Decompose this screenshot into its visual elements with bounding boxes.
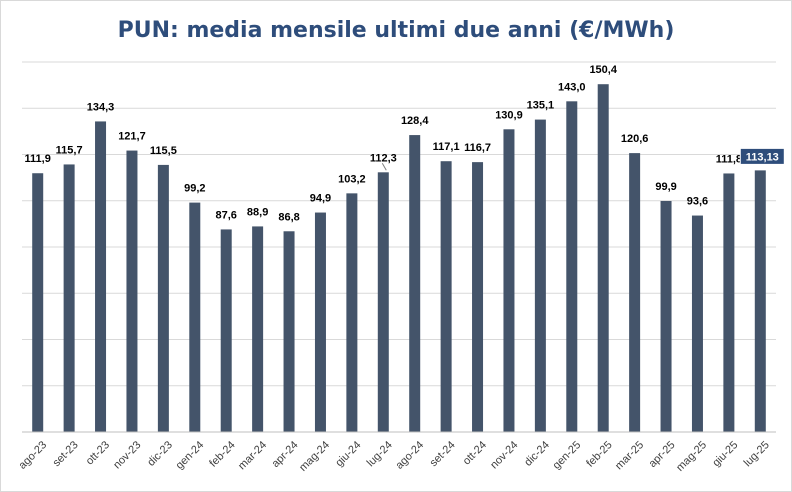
data-label: 87,6 [215,209,236,221]
data-label: 111,8 [716,153,742,165]
data-label: 150,4 [589,64,617,76]
bar [314,212,326,432]
bar [629,153,641,433]
x-tick-label: gen-24 [174,439,207,472]
data-label: 117,1 [433,141,460,153]
bar [503,129,515,432]
x-tick-label: nov-24 [488,439,520,471]
bar [409,135,421,432]
leader-line [381,163,387,171]
bar [440,161,452,433]
x-tick-label: mar-25 [613,439,646,472]
data-label: 111,9 [25,153,51,165]
bar [126,150,138,432]
bar [283,231,295,432]
bar [723,173,735,432]
data-label: 88,9 [247,206,268,218]
x-tick-label: ago-24 [394,439,427,472]
bar [566,101,578,432]
bar [346,193,358,432]
x-tick-label: lug-25 [742,439,772,469]
data-label: 94,9 [310,193,331,205]
x-tick-label: giu-24 [333,439,363,469]
data-label: 93,6 [687,196,708,208]
x-tick-label: ott-24 [461,439,489,467]
bars [32,84,766,433]
chart-title: PUN: media mensile ultimi due anni (€/MW… [117,18,675,43]
data-label: 115,7 [56,144,83,156]
data-label: 99,9 [655,181,676,193]
x-tick-label: ago-23 [17,439,50,472]
data-label: 130,9 [495,109,523,121]
data-labels: 111,9 115,7 134,3 121,7 115,5 99,2 87,6 88,9 86,… [25,64,785,223]
x-tick-label: giu-25 [710,439,740,469]
bar [472,162,484,432]
x-tick-label: mag-24 [297,439,332,474]
bar [252,226,264,432]
x-tick-label: set-23 [51,439,81,469]
data-label: 112,3 [370,152,397,164]
x-tick-label: lug-24 [365,439,395,469]
data-label: 135,1 [527,100,555,112]
bar [660,200,672,432]
bar [377,172,389,432]
data-label: 103,2 [338,173,366,185]
x-tick-label: mag-25 [674,439,709,474]
bar [63,164,75,432]
x-tick-label: gen-25 [551,439,584,472]
x-tick-label: ott-23 [84,439,112,467]
bar [597,84,609,432]
bar [534,119,546,433]
x-tick-label: dic-23 [145,439,175,469]
data-label: 86,8 [278,211,299,223]
data-label: 115,5 [150,145,177,157]
data-label: 143,0 [558,81,586,93]
data-label-highlighted: 113,13 [746,151,779,163]
data-label: 134,3 [87,101,115,113]
gridlines [22,61,776,433]
data-label: 120,6 [621,133,649,145]
bar [32,173,44,432]
x-tick-label: nov-23 [111,439,143,471]
bar [754,170,766,432]
data-label: 116,7 [464,142,491,154]
data-label: 128,4 [401,115,429,127]
x-tick-label: feb-25 [584,439,615,470]
bar [95,121,107,433]
x-tick-label: set-24 [428,439,458,469]
bar [157,164,169,432]
x-tick-label: dic-24 [522,439,552,469]
bar [189,202,201,432]
x-tick-label: feb-24 [207,439,238,470]
bar [691,215,703,432]
data-label: 99,2 [184,183,205,195]
highlight-label-box [739,147,785,165]
x-tick-label: mar-24 [236,439,269,472]
data-label: 121,7 [118,131,146,143]
bar [220,229,232,432]
